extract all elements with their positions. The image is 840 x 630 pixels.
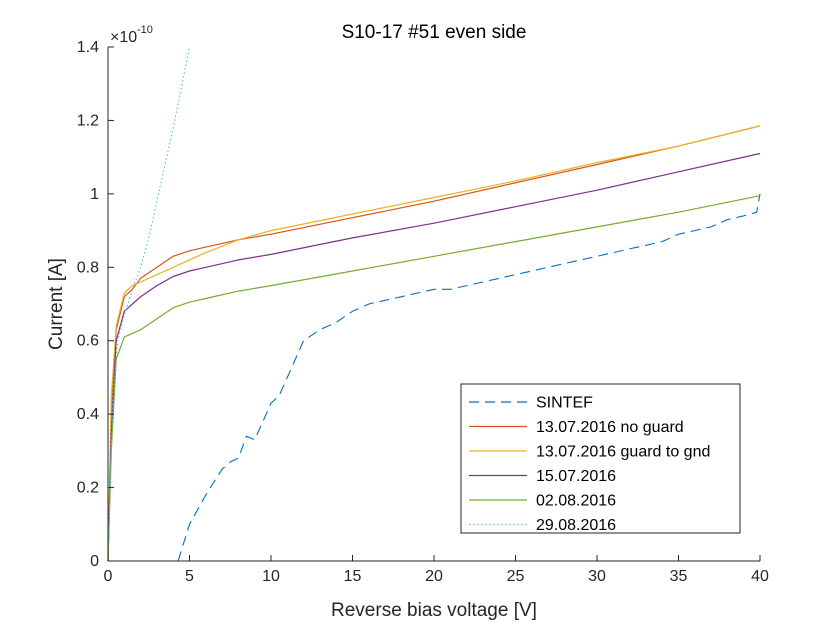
y-tick-label: 0.4: [77, 406, 99, 423]
legend: SINTEF 13.07.2016 no guard 13.07.2016 guar…: [460, 383, 741, 534]
y-tick-label: 0.8: [77, 259, 99, 276]
y-exponent-power: -10: [137, 24, 153, 36]
series-line-3: [107, 152, 761, 562]
legend-label-0: SINTEF: [536, 395, 593, 412]
y-tick-label: 1: [90, 186, 99, 203]
x-tick-label: 10: [262, 568, 280, 585]
legend-label-3: 15.07.2016: [536, 468, 616, 485]
y-tick-label: 0: [90, 553, 99, 570]
series-line-0: [177, 193, 761, 562]
y-exponent: ×10 -10: [110, 24, 153, 46]
x-tick-label: 0: [104, 568, 113, 585]
legend-label-1: 13.07.2016 no guard: [536, 419, 684, 436]
series-line-5: [107, 46, 191, 562]
series-line-1: [107, 125, 761, 562]
legend-label-4: 02.08.2016: [536, 493, 616, 510]
series-layer: [107, 46, 761, 562]
legend-box: [460, 383, 741, 534]
x-tick-label: 15: [344, 568, 362, 585]
series-line-2: [107, 125, 761, 562]
x-tick-label: 5: [185, 568, 194, 585]
legend-items: SINTEF 13.07.2016 no guard 13.07.2016 guar…: [469, 395, 710, 534]
x-tick-label: 40: [751, 568, 769, 585]
y-axis-label: Current [A]: [46, 258, 67, 350]
y-tick-label: 0.6: [77, 333, 99, 350]
x-tick-label: 20: [425, 568, 443, 585]
x-tick-label: 35: [670, 568, 688, 585]
y-tick-label: 1.2: [77, 112, 99, 129]
legend-label-2: 13.07.2016 guard to gnd: [536, 444, 710, 461]
x-tick-label: 30: [588, 568, 606, 585]
series-line-4: [107, 195, 761, 562]
legend-label-5: 29.08.2016: [536, 517, 616, 534]
y-exponent-base: ×10: [110, 29, 137, 46]
x-axis-label: Reverse bias voltage [V]: [331, 600, 537, 621]
chart-title: S10-17 #51 even side: [342, 22, 527, 43]
x-tick-label: 25: [507, 568, 525, 585]
y-tick-label: 1.4: [77, 39, 99, 56]
ticks-layer: 0 5 10 15 20 25 30 35 40 0 0.2 0.4 0.6 0.8 1 1.2 1.4: [77, 39, 769, 585]
y-tick-label: 0.2: [77, 480, 99, 497]
